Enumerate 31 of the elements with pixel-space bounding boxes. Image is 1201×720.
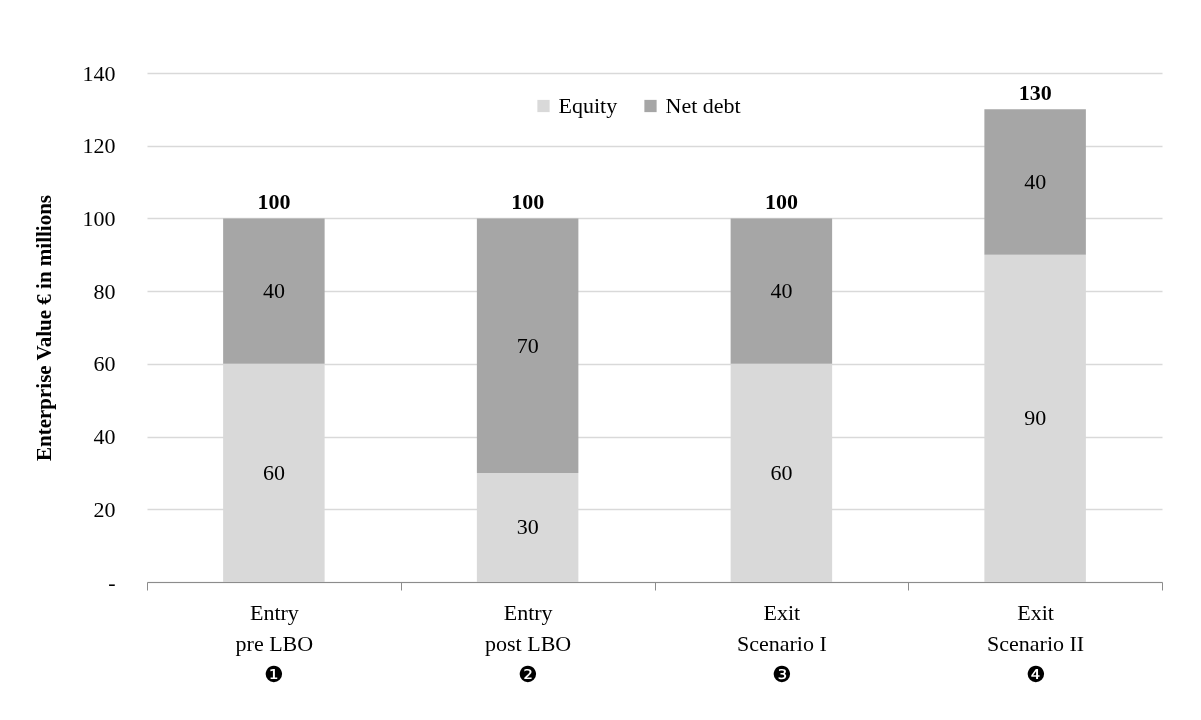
- x-tick-label: Exit Scenario I ❸: [736, 599, 827, 687]
- data-label: 40: [1024, 169, 1047, 195]
- y-tick-label: 120: [82, 133, 116, 159]
- y-tick-label: 100: [82, 205, 116, 231]
- x-tick-label: Exit Scenario II ❹: [987, 599, 1085, 687]
- total-label: 100: [511, 189, 545, 215]
- data-label: 60: [262, 459, 285, 485]
- y-tick-label: 80: [93, 278, 116, 304]
- total-label: 100: [764, 189, 798, 215]
- legend-label: Equity: [558, 93, 618, 118]
- total-label: 100: [257, 189, 291, 215]
- x-tick-label: Entry post LBO ❷: [485, 599, 572, 687]
- y-tick-label: 60: [93, 351, 116, 377]
- data-label: 70: [516, 332, 539, 358]
- y-tick-label: 20: [93, 496, 116, 522]
- data-label: 40: [770, 278, 793, 304]
- y-tick-label: -: [108, 569, 116, 595]
- y-tick-label: 40: [93, 424, 116, 450]
- bar: [730, 218, 833, 364]
- y-tick-label: 140: [82, 60, 116, 86]
- data-label: 60: [770, 459, 793, 485]
- bar: [984, 109, 1086, 255]
- x-tick-label: Entry pre LBO ❶: [235, 599, 314, 687]
- y-axis-title: Enterprise Value € in millions: [31, 194, 56, 462]
- data-label: 90: [1024, 405, 1047, 431]
- bar: [476, 218, 579, 473]
- bar: [223, 218, 325, 364]
- data-label: 30: [516, 514, 539, 540]
- legend-label: Net debt: [665, 93, 741, 118]
- total-label: 130: [1018, 80, 1052, 106]
- data-label: 40: [262, 278, 285, 304]
